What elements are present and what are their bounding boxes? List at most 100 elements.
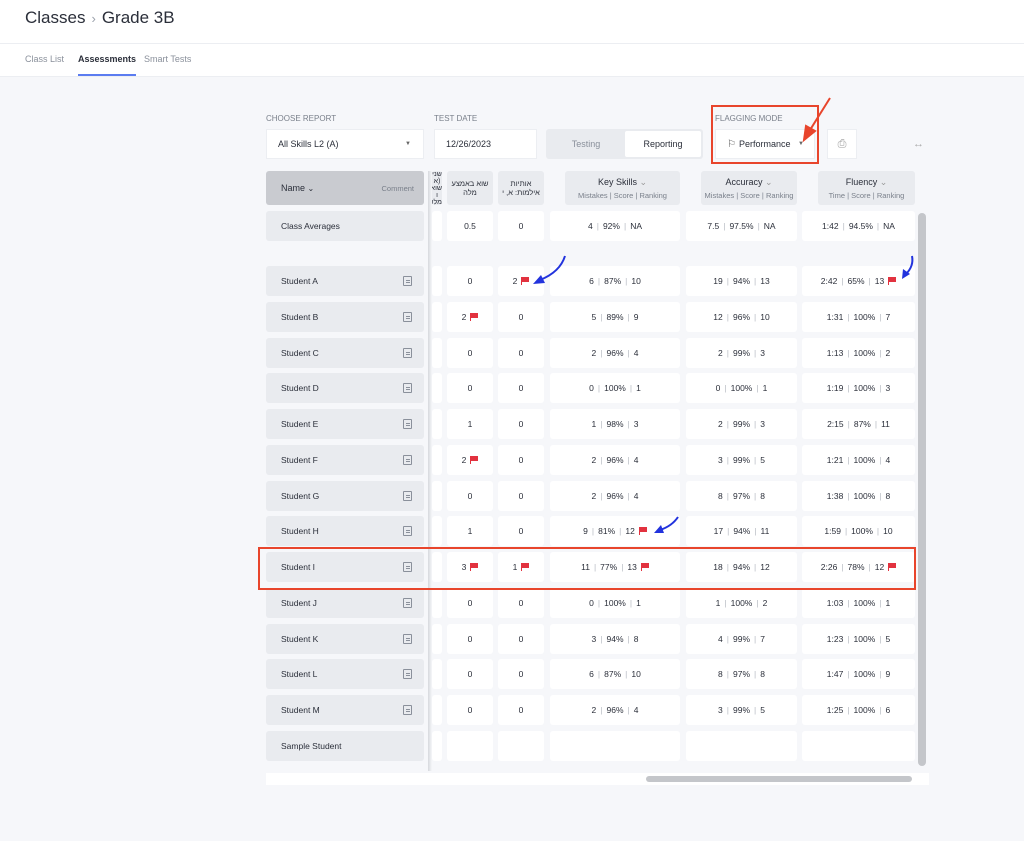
flu-cell[interactable]: 2:42 | 65% | 13 bbox=[802, 266, 915, 296]
tab-class-list[interactable]: Class List bbox=[25, 54, 65, 64]
breadcrumb-classes[interactable]: Classes bbox=[25, 8, 86, 27]
hebrew-column-1-header[interactable]: שני (א שואים ו מלו bbox=[432, 171, 442, 205]
key-cell[interactable]: 2 | 96% | 4 bbox=[550, 480, 680, 511]
mode-reporting-button[interactable]: Reporting bbox=[625, 131, 701, 157]
acc-cell[interactable]: 17 | 94% | 11 bbox=[686, 516, 797, 547]
key-cell[interactable]: 2 | 96% | 4 bbox=[550, 444, 680, 475]
comment-icon[interactable] bbox=[403, 311, 412, 322]
flu-cell[interactable]: 2:15 | 87% | 11 bbox=[802, 409, 915, 439]
acc-cell[interactable]: 2 | 99% | 3 bbox=[686, 409, 797, 439]
comment-icon[interactable] bbox=[403, 562, 412, 572]
acc-cell[interactable]: 3 | 99% | 5 bbox=[686, 695, 797, 725]
name-column-header[interactable]: Name ⌄ Comment bbox=[266, 171, 424, 205]
class-averages-row[interactable]: Class Averages bbox=[266, 211, 424, 241]
comment-icon[interactable] bbox=[403, 705, 412, 715]
c2-cell[interactable] bbox=[447, 730, 493, 761]
c3-cell[interactable]: 0 bbox=[498, 409, 544, 439]
hebrew-column-3-header[interactable]: אותיות אילמות: א, י bbox=[498, 171, 544, 205]
acc-cell[interactable] bbox=[686, 730, 797, 761]
flu-cell[interactable]: 1:47 | 100% | 9 bbox=[802, 659, 915, 690]
c2-cell[interactable]: 0 bbox=[447, 266, 493, 296]
key-cell[interactable]: 2 | 96% | 4 bbox=[550, 695, 680, 725]
c3-cell[interactable]: 0 bbox=[498, 373, 544, 404]
student-name-cell[interactable]: Student I bbox=[266, 552, 424, 582]
tab-smart-tests[interactable]: Smart Tests bbox=[144, 54, 192, 64]
key-skills-header[interactable]: Key Skills ⌄ Mistakes | Score | Ranking bbox=[565, 171, 680, 205]
c3-cell[interactable]: 0 bbox=[498, 337, 544, 368]
student-name-cell[interactable]: Student J bbox=[266, 587, 424, 618]
flu-cell[interactable]: 1:19 | 100% | 3 bbox=[802, 373, 915, 404]
c3-cell[interactable]: 0 bbox=[498, 623, 544, 654]
student-name-cell[interactable]: Student M bbox=[266, 695, 424, 725]
comment-icon[interactable] bbox=[403, 526, 412, 537]
key-cell[interactable]: 2 | 96% | 4 bbox=[550, 337, 680, 368]
c2-cell[interactable]: 0 bbox=[447, 337, 493, 368]
flu-cell[interactable]: 1:03 | 100% | 1 bbox=[802, 587, 915, 618]
expand-horizontal-icon[interactable]: ↔ bbox=[913, 138, 924, 150]
flu-cell[interactable]: 1:23 | 100% | 5 bbox=[802, 623, 915, 654]
flagging-mode-select[interactable]: ⚐ Performance ▼ bbox=[715, 129, 815, 159]
c2-cell[interactable]: 2 bbox=[447, 444, 493, 475]
c3-cell[interactable]: 0 bbox=[498, 301, 544, 332]
hebrew-column-2-header[interactable]: שוא באמצע מלה bbox=[447, 171, 493, 205]
c3-cell[interactable]: 0 bbox=[498, 444, 544, 475]
c2-cell[interactable]: 3 bbox=[447, 552, 493, 582]
acc-cell[interactable]: 4 | 99% | 7 bbox=[686, 623, 797, 654]
acc-cell[interactable]: 3 | 99% | 5 bbox=[686, 444, 797, 475]
c2-cell[interactable]: 1 bbox=[447, 516, 493, 547]
c3-cell[interactable]: 1 bbox=[498, 552, 544, 582]
comment-icon[interactable] bbox=[403, 669, 412, 680]
c2-cell[interactable]: 0 bbox=[447, 659, 493, 690]
acc-cell[interactable]: 19 | 94% | 13 bbox=[686, 266, 797, 296]
comment-icon[interactable] bbox=[403, 454, 412, 465]
comment-icon[interactable] bbox=[403, 419, 412, 429]
key-cell[interactable]: 0 | 100% | 1 bbox=[550, 587, 680, 618]
student-name-cell[interactable]: Student B bbox=[266, 301, 424, 332]
student-name-cell[interactable]: Student K bbox=[266, 623, 424, 654]
c2-cell[interactable]: 1 bbox=[447, 409, 493, 439]
key-cell[interactable]: 4 | 92% | NA bbox=[550, 211, 680, 241]
c2-cell[interactable]: 0 bbox=[447, 587, 493, 618]
acc-cell[interactable]: 8 | 97% | 8 bbox=[686, 659, 797, 690]
key-cell[interactable]: 6 | 87% | 10 bbox=[550, 266, 680, 296]
acc-cell[interactable]: 7.5 | 97.5% | NA bbox=[686, 211, 797, 241]
key-cell[interactable]: 6 | 87% | 10 bbox=[550, 659, 680, 690]
c3-cell[interactable] bbox=[498, 730, 544, 761]
print-button[interactable]: ⎙ bbox=[827, 129, 857, 159]
c2-cell[interactable]: 0 bbox=[447, 695, 493, 725]
c2-cell[interactable]: 2 bbox=[447, 301, 493, 332]
comment-icon[interactable] bbox=[403, 276, 412, 286]
flu-cell[interactable]: 2:26 | 78% | 12 bbox=[802, 552, 915, 582]
flu-cell[interactable]: 1:21 | 100% | 4 bbox=[802, 444, 915, 475]
flu-cell[interactable]: 1:25 | 100% | 6 bbox=[802, 695, 915, 725]
vertical-scrollbar[interactable] bbox=[918, 213, 926, 766]
flu-cell[interactable]: 1:38 | 100% | 8 bbox=[802, 480, 915, 511]
test-date-input[interactable]: 12/26/2023 bbox=[434, 129, 537, 159]
student-name-cell[interactable]: Student D bbox=[266, 373, 424, 404]
key-cell[interactable]: 0 | 100% | 1 bbox=[550, 373, 680, 404]
key-cell[interactable]: 5 | 89% | 9 bbox=[550, 301, 680, 332]
student-name-cell[interactable]: Sample Student bbox=[266, 730, 424, 761]
flu-cell[interactable] bbox=[802, 730, 915, 761]
c2-cell[interactable]: 0.5 bbox=[447, 211, 493, 241]
key-cell[interactable]: 11 | 77% | 13 bbox=[550, 552, 680, 582]
acc-cell[interactable]: 12 | 96% | 10 bbox=[686, 301, 797, 332]
report-select[interactable]: All Skills L2 (A) ▼ bbox=[266, 129, 424, 159]
key-cell[interactable]: 1 | 98% | 3 bbox=[550, 409, 680, 439]
c3-cell[interactable]: 0 bbox=[498, 695, 544, 725]
student-name-cell[interactable]: Student A bbox=[266, 266, 424, 296]
acc-cell[interactable]: 0 | 100% | 1 bbox=[686, 373, 797, 404]
c3-cell[interactable]: 0 bbox=[498, 516, 544, 547]
comment-icon[interactable] bbox=[403, 383, 412, 394]
acc-cell[interactable]: 18 | 94% | 12 bbox=[686, 552, 797, 582]
c3-cell[interactable]: 0 bbox=[498, 659, 544, 690]
acc-cell[interactable]: 1 | 100% | 2 bbox=[686, 587, 797, 618]
key-cell[interactable] bbox=[550, 730, 680, 761]
student-name-cell[interactable]: Student C bbox=[266, 337, 424, 368]
acc-cell[interactable]: 8 | 97% | 8 bbox=[686, 480, 797, 511]
tab-assessments[interactable]: Assessments bbox=[78, 54, 137, 76]
student-name-cell[interactable]: Student G bbox=[266, 480, 424, 511]
accuracy-header[interactable]: Accuracy ⌄ Mistakes | Score | Ranking bbox=[701, 171, 797, 205]
student-name-cell[interactable]: Student E bbox=[266, 409, 424, 439]
student-name-cell[interactable]: Student F bbox=[266, 444, 424, 475]
